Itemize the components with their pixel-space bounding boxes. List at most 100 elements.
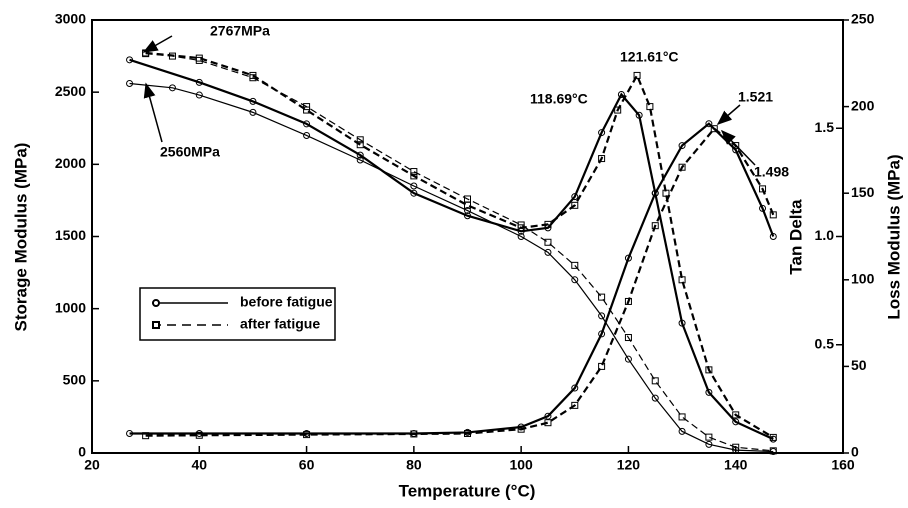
tan-marker bbox=[571, 401, 579, 409]
y-tick-label: 2500 bbox=[55, 83, 86, 99]
annotation: 2767MPa bbox=[210, 23, 270, 39]
storage-marker bbox=[464, 207, 471, 215]
tan-line bbox=[129, 122, 775, 435]
loss-marker bbox=[464, 212, 471, 220]
loss-marker bbox=[617, 90, 625, 98]
storage-marker bbox=[705, 433, 713, 441]
tan-marker bbox=[598, 330, 606, 338]
tan-marker bbox=[705, 120, 713, 128]
y2-axis-label: Loss Modulus (MPa) bbox=[884, 154, 903, 319]
annotation: 1.498 bbox=[754, 164, 789, 180]
legend-marker bbox=[152, 299, 160, 307]
annotation-arrow bbox=[143, 82, 163, 143]
y-tick-label: 500 bbox=[63, 372, 87, 388]
loss-marker bbox=[303, 106, 311, 114]
tan-marker bbox=[759, 185, 767, 193]
tan-marker bbox=[571, 384, 579, 392]
storage-marker bbox=[651, 377, 659, 385]
loss-marker bbox=[249, 71, 257, 79]
annotation: 2560MPa bbox=[160, 144, 220, 160]
loss-marker bbox=[410, 172, 418, 180]
loss-marker bbox=[678, 276, 686, 284]
y3-axis-label: Tan Delta bbox=[786, 199, 805, 275]
loss-marker bbox=[769, 433, 777, 441]
loss-marker bbox=[126, 56, 134, 64]
storage-marker bbox=[126, 80, 134, 88]
storage-marker bbox=[168, 84, 176, 92]
storage-marker bbox=[544, 238, 552, 246]
loss-marker bbox=[633, 71, 641, 79]
storage-marker bbox=[705, 440, 713, 448]
storage-marker bbox=[571, 261, 579, 269]
tan-marker bbox=[598, 362, 606, 370]
y-axis-label: Storage Modulus (MPa) bbox=[11, 143, 30, 332]
tan-marker bbox=[195, 431, 203, 439]
storage-marker bbox=[598, 312, 606, 320]
storage-marker bbox=[732, 443, 740, 451]
x-tick-label: 60 bbox=[299, 457, 315, 473]
tan-marker bbox=[678, 163, 686, 171]
y-tick-label: 1000 bbox=[55, 299, 86, 315]
loss-marker bbox=[732, 411, 740, 419]
loss-marker bbox=[195, 78, 203, 86]
storage-marker bbox=[410, 182, 418, 190]
tan-marker bbox=[303, 431, 311, 439]
tan-marker bbox=[759, 204, 767, 212]
loss-marker bbox=[356, 141, 364, 149]
storage-marker bbox=[356, 136, 364, 144]
storage-marker bbox=[624, 334, 632, 342]
tan-marker bbox=[624, 297, 632, 305]
annotation: 1.521 bbox=[738, 89, 773, 105]
y2-tick-label: 0 bbox=[851, 444, 859, 460]
annotation: 121.61°C bbox=[620, 49, 679, 65]
x-tick-label: 120 bbox=[617, 457, 641, 473]
loss-marker bbox=[249, 97, 257, 105]
loss-marker bbox=[356, 151, 364, 159]
loss-marker bbox=[195, 54, 203, 62]
tan-marker bbox=[651, 189, 659, 197]
loss-marker bbox=[662, 189, 670, 197]
x-tick-label: 80 bbox=[406, 457, 422, 473]
y3-tick-label: 1.0 bbox=[815, 227, 835, 243]
loss-marker bbox=[571, 193, 579, 201]
storage-line bbox=[145, 53, 774, 452]
tan-marker bbox=[517, 425, 525, 433]
y2-tick-label: 150 bbox=[851, 184, 875, 200]
tan-marker bbox=[544, 419, 552, 427]
tan-marker bbox=[464, 430, 471, 438]
tan-marker bbox=[769, 233, 777, 240]
loss-marker bbox=[464, 201, 471, 209]
loss-marker bbox=[410, 189, 418, 197]
loss-marker bbox=[635, 111, 643, 119]
storage-marker bbox=[544, 248, 552, 256]
loss-marker bbox=[598, 155, 606, 163]
storage-marker bbox=[249, 108, 257, 116]
loss-marker bbox=[517, 224, 525, 232]
tan-marker bbox=[678, 142, 686, 150]
loss-marker bbox=[544, 220, 552, 228]
y-tick-label: 2000 bbox=[55, 155, 86, 171]
legend-box bbox=[139, 287, 336, 341]
loss-marker bbox=[614, 106, 622, 114]
tan-marker bbox=[769, 211, 777, 219]
loss-marker bbox=[705, 366, 713, 374]
loss-marker bbox=[678, 319, 686, 327]
legend-label: after fatigue bbox=[240, 316, 320, 332]
storage-marker bbox=[571, 276, 579, 284]
tan-marker bbox=[126, 430, 134, 438]
storage-marker bbox=[769, 447, 777, 455]
storage-marker bbox=[678, 413, 686, 421]
loss-marker bbox=[598, 129, 606, 137]
y3-tick-label: 1.5 bbox=[815, 119, 835, 135]
loss-marker bbox=[303, 120, 311, 128]
legend-marker bbox=[152, 321, 160, 329]
x-axis-label: Temperature (°C) bbox=[399, 481, 536, 500]
tan-marker bbox=[142, 432, 150, 440]
annotation-arrow bbox=[142, 35, 173, 53]
y2-tick-label: 50 bbox=[851, 357, 867, 373]
y2-tick-label: 200 bbox=[851, 97, 875, 113]
storage-marker bbox=[598, 293, 606, 301]
storage-marker bbox=[517, 233, 525, 240]
